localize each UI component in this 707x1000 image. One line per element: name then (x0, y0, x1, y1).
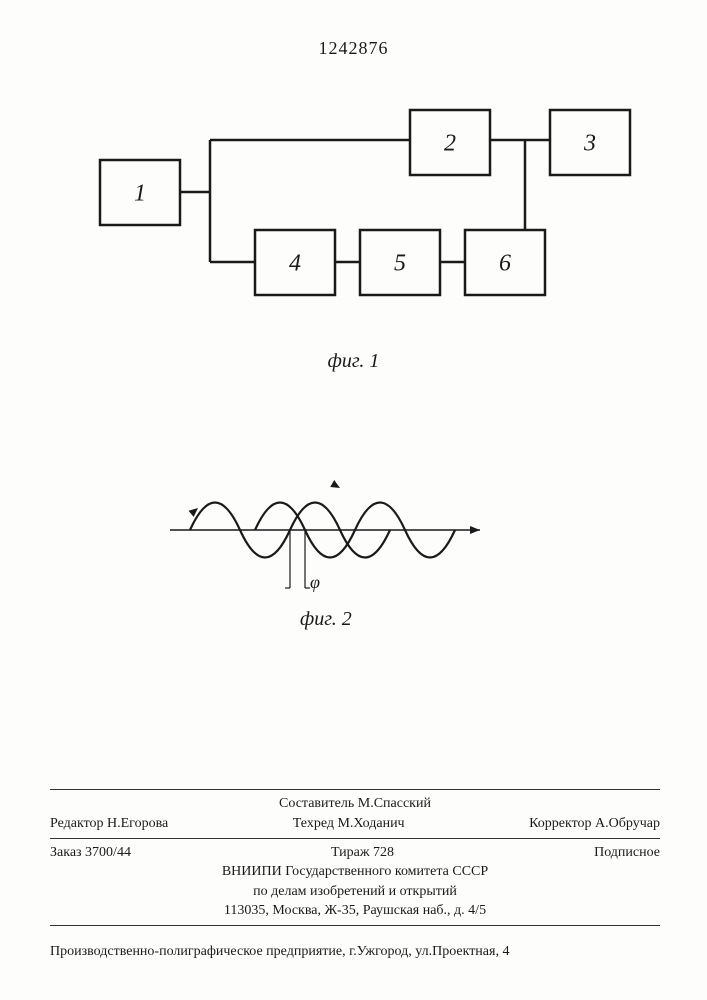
waveform-fig2: φ (170, 470, 490, 610)
svg-text:2: 2 (444, 131, 456, 157)
svg-text:6: 6 (499, 251, 511, 277)
compiler-line: Составитель М.Спасский (50, 794, 660, 814)
print-row: Заказ 3700/44 Тираж 728 Подписное (50, 843, 660, 863)
tirazh: Тираж 728 (331, 843, 394, 863)
subscription: Подписное (594, 843, 660, 863)
corrector: Корректор А.Обручар (529, 814, 660, 834)
svg-text:1: 1 (134, 181, 146, 207)
credits-row: Редактор Н.Егорова Техред М.Ходанич Корр… (50, 814, 660, 834)
block-diagram-fig1: 1 2 3 4 5 6 (80, 90, 640, 350)
order-number: Заказ 3700/44 (50, 843, 131, 863)
svg-text:5: 5 (394, 251, 406, 277)
footer-block: Составитель М.Спасский Редактор Н.Егоров… (50, 785, 660, 930)
svg-text:3: 3 (583, 131, 596, 157)
footer-rule (50, 789, 660, 790)
org-line-3: 113035, Москва, Ж-35, Раушская наб., д. … (50, 901, 660, 921)
fig1-caption: фиг. 1 (0, 350, 707, 373)
footer-rule (50, 838, 660, 839)
techred: Техред М.Ходанич (293, 814, 405, 834)
org-line-2: по делам изобретений и открытий (50, 882, 660, 902)
printer-line: Производственно-полиграфическое предприя… (50, 944, 660, 960)
editor: Редактор Н.Егорова (50, 814, 168, 834)
page-number: 1242876 (0, 38, 707, 59)
footer-rule (50, 925, 660, 926)
fig2-caption: фиг. 2 (300, 608, 352, 631)
svg-text:φ: φ (310, 572, 320, 592)
org-line-1: ВНИИПИ Государственного комитета СССР (50, 862, 660, 882)
svg-text:4: 4 (289, 251, 301, 277)
